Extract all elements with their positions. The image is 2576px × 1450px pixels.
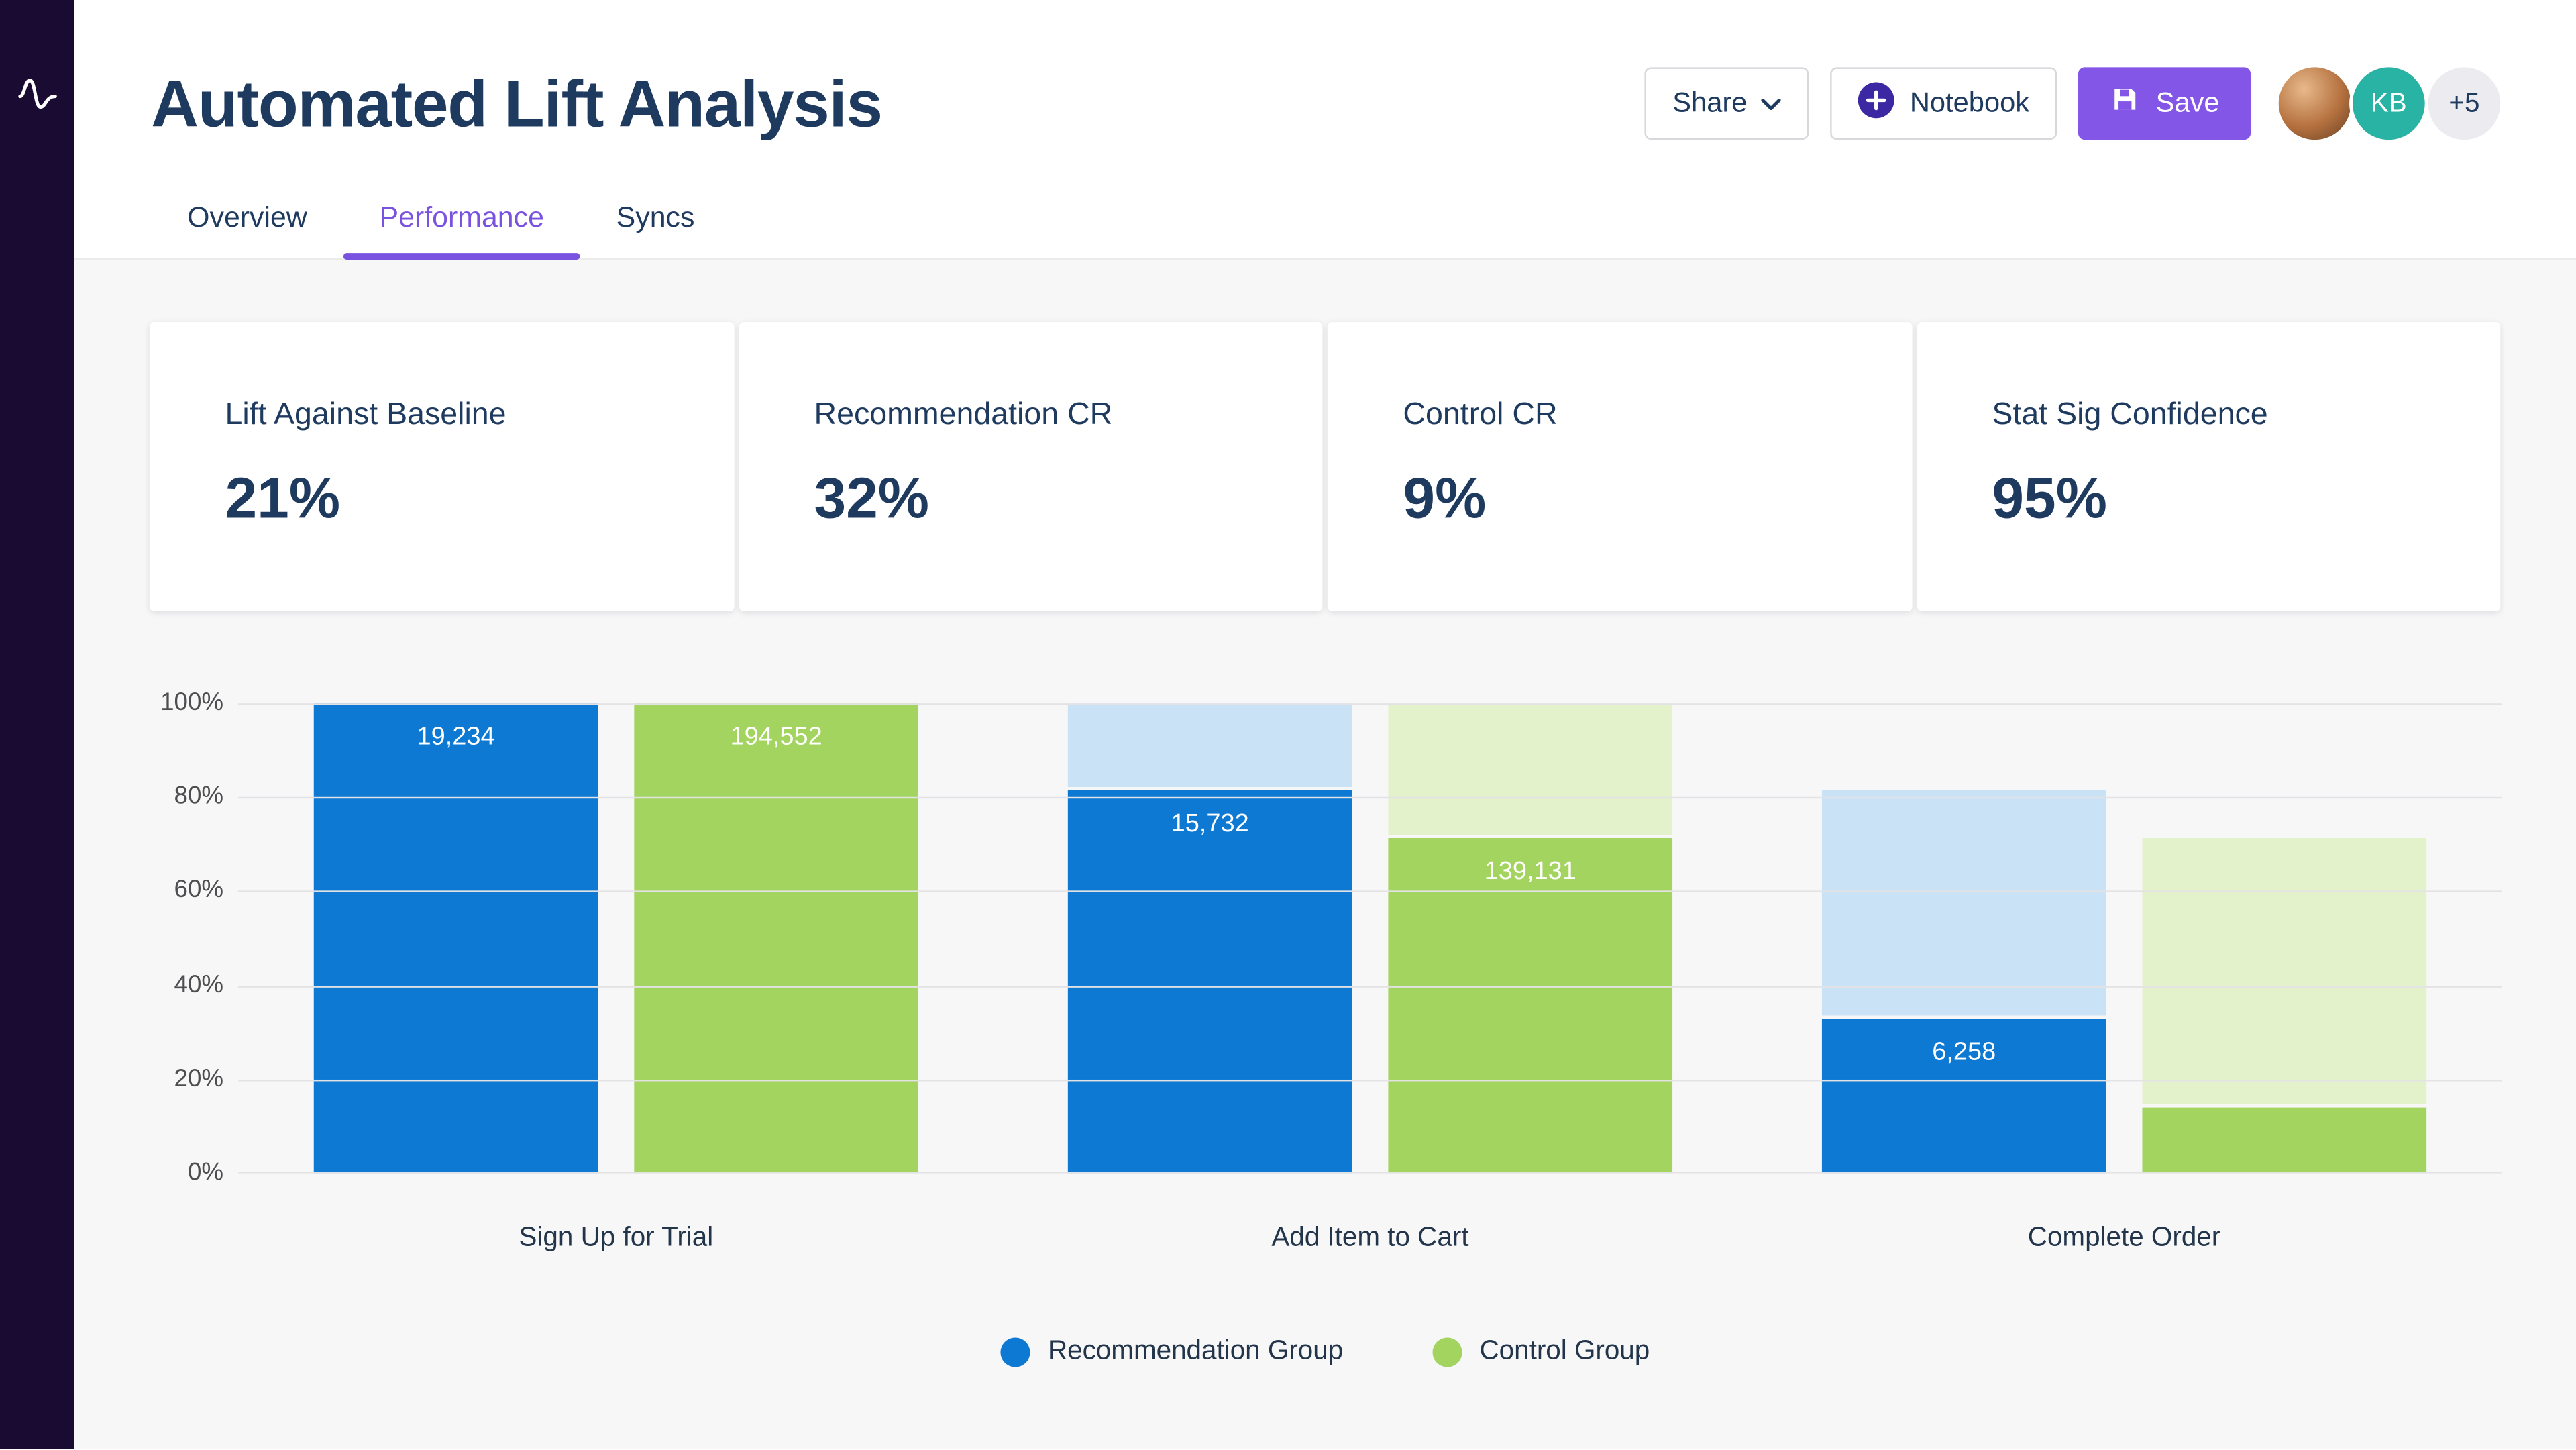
metric-card-control-cr: Control CR 9% — [1327, 322, 1912, 612]
bar-count-label: 139,131 — [1484, 857, 1576, 885]
metric-label: Control CR — [1403, 397, 1558, 433]
gridline — [238, 891, 2502, 893]
bar-count-label: 6,258 — [1932, 1037, 1996, 1066]
legend-dot-icon — [1432, 1337, 1462, 1367]
legend-dot-icon — [1000, 1337, 1030, 1367]
bar-slot: 194,552 — [634, 703, 918, 1174]
gridline — [238, 985, 2502, 987]
page-title: Automated Lift Analysis — [151, 68, 883, 142]
metric-value: 21% — [225, 466, 341, 531]
avatar-overflow-count[interactable]: +5 — [2428, 67, 2501, 140]
legend-label: Recommendation Group — [1047, 1336, 1344, 1366]
legend-label: Control Group — [1479, 1336, 1650, 1366]
metric-value: 32% — [814, 466, 930, 531]
bar-baseline-segment — [2142, 837, 2427, 1104]
bar-slot: 6,258 — [1821, 703, 2106, 1174]
top-bar: Automated Lift Analysis Overview Perform… — [74, 0, 2576, 260]
category-row: Sign Up for Trial Add Item to Cart Complet… — [238, 1223, 2502, 1254]
y-tick-label: 60% — [174, 876, 224, 904]
bar-count-label: 19,234 — [417, 723, 495, 752]
tab-overview[interactable]: Overview — [187, 200, 307, 234]
save-icon — [2110, 84, 2141, 123]
notebook-button-label: Notebook — [1909, 87, 2030, 119]
bar-value-segment[interactable]: 19,234 — [313, 703, 598, 1174]
metrics-row: Lift Against Baseline 21% Recommendation… — [149, 322, 2501, 612]
bar-value-segment[interactable]: 6,258 — [1821, 1018, 2106, 1174]
gridline — [238, 1172, 2502, 1174]
save-button-label: Save — [2155, 87, 2220, 119]
legend-item[interactable]: Recommendation Group — [1000, 1336, 1343, 1367]
plot-area: 100% 80% 60% 40% 20% 0% 19,234 194,552 15,732 13… — [160, 688, 2502, 1186]
legend-item[interactable]: Control Group — [1432, 1336, 1650, 1367]
metric-label: Lift Against Baseline — [225, 397, 506, 433]
tab-syncs[interactable]: Syncs — [616, 200, 695, 234]
gridline — [238, 797, 2502, 799]
main-area: Automated Lift Analysis Overview Perform… — [74, 0, 2576, 1450]
metric-card-lift-against-baseline: Lift Against Baseline 21% — [149, 322, 734, 612]
save-button[interactable]: Save — [2078, 67, 2251, 140]
chevron-down-icon — [1762, 87, 1782, 120]
category-label: Sign Up for Trial — [519, 1223, 714, 1253]
bar-baseline-segment — [1067, 703, 1352, 787]
y-tick-label: 0% — [187, 1158, 224, 1187]
metric-label: Recommendation CR — [814, 397, 1113, 433]
y-tick-label: 100% — [160, 688, 224, 717]
bar-slot: 139,131 — [1388, 703, 1673, 1174]
share-button[interactable]: Share — [1644, 67, 1810, 140]
metric-card-stat-sig-confidence: Stat Sig Confidence 95% — [1916, 322, 2501, 612]
tab-performance[interactable]: Performance — [343, 201, 581, 260]
y-tick-label: 20% — [174, 1064, 224, 1093]
avatar-stack: KB +5 — [2278, 67, 2501, 140]
bar-value-segment[interactable]: 139,131 — [1388, 837, 1673, 1174]
gridline — [238, 703, 2502, 705]
bar-count-label: 194,552 — [730, 723, 822, 752]
tabs-row: Overview Performance Syncs — [74, 201, 2576, 260]
metric-label: Stat Sig Confidence — [1992, 397, 2268, 433]
bar-slot: 19,234 — [313, 703, 598, 1174]
app-sidebar — [0, 0, 74, 1450]
bar-group: 19,234 194,552 — [313, 703, 918, 1174]
bar-group: 6,258 — [1821, 703, 2427, 1174]
plus-circle-icon — [1858, 81, 1895, 125]
metric-value: 9% — [1403, 466, 1487, 531]
avatar-kb[interactable]: KB — [2352, 67, 2425, 140]
bar-slot: 15,732 — [1067, 703, 1352, 1174]
avatar-photo[interactable] — [2278, 67, 2351, 140]
bar-group: 15,732 139,131 — [1067, 703, 1673, 1174]
y-tick-label: 80% — [174, 782, 224, 811]
bar-count-label: 15,732 — [1171, 810, 1249, 838]
chart-legend: Recommendation Group Control Group — [74, 1336, 2576, 1367]
bar-baseline-segment — [1388, 703, 1673, 834]
metric-card-recommendation-cr: Recommendation CR 32% — [738, 322, 1323, 612]
notebook-button[interactable]: Notebook — [1831, 67, 2057, 140]
content-area: Lift Against Baseline 21% Recommendation… — [74, 259, 2576, 1450]
header-actions: Share Notebook — [1644, 67, 2501, 140]
share-button-label: Share — [1672, 87, 1748, 119]
gridline — [238, 1079, 2502, 1081]
y-tick-label: 40% — [174, 970, 224, 998]
category-label: Add Item to Cart — [1271, 1223, 1469, 1253]
app-logo-icon[interactable] — [15, 72, 58, 1449]
metric-value: 95% — [1992, 466, 2107, 531]
bar-groups: 19,234 194,552 15,732 139,131 6,258 — [238, 703, 2502, 1174]
bar-value-segment[interactable] — [2142, 1107, 2427, 1174]
bar-slot — [2142, 703, 2427, 1174]
bar-baseline-segment — [1821, 790, 2106, 1015]
bar-value-segment[interactable]: 15,732 — [1067, 790, 1352, 1174]
category-label: Complete Order — [2027, 1223, 2221, 1253]
bar-value-segment[interactable]: 194,552 — [634, 703, 918, 1174]
